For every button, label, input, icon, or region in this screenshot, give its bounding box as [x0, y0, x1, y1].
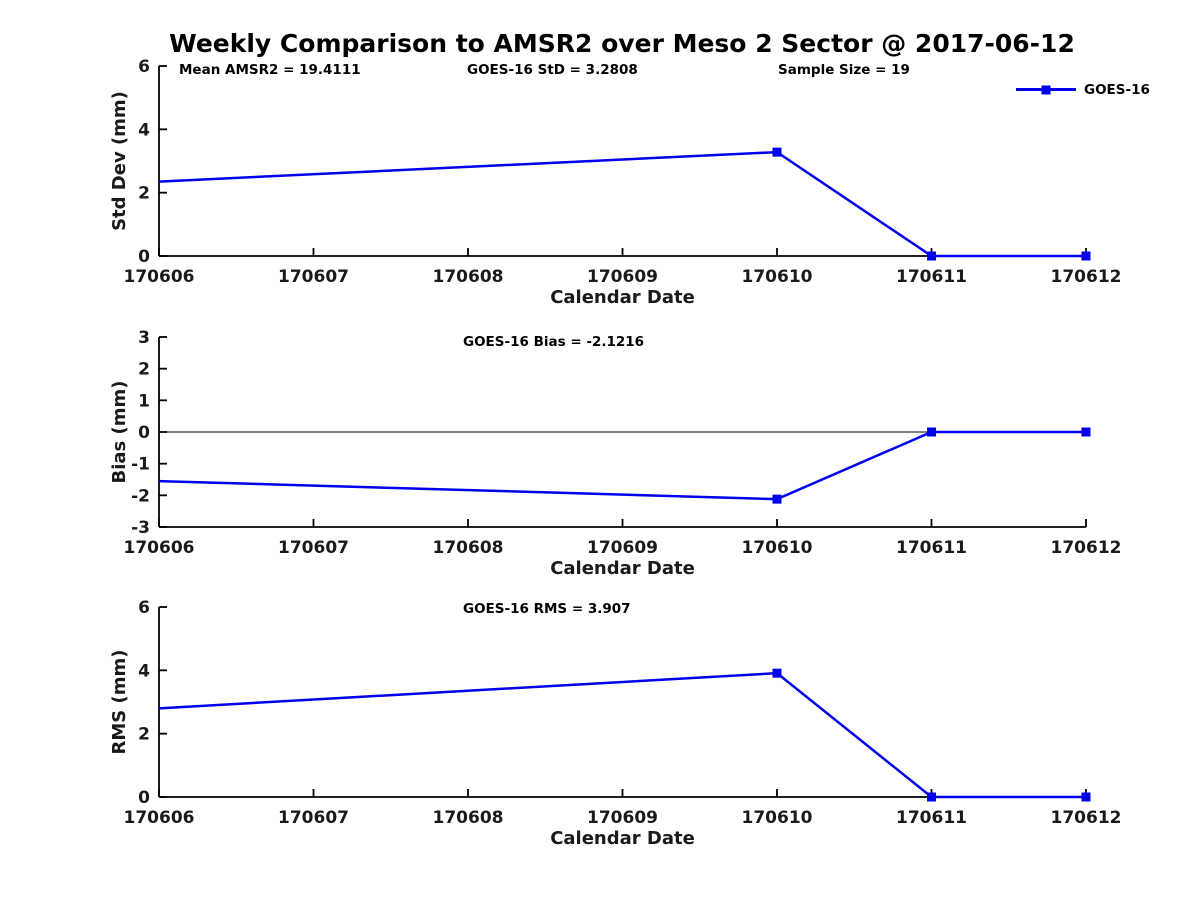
x-tick-label: 170612	[1051, 267, 1122, 287]
x-tick-label: 170612	[1051, 538, 1122, 558]
subplot-bias: 170606 170607 170608 170609 170610 170611 1706…	[109, 328, 1121, 579]
stat-annotation: GOES-16 Bias = -2.1216	[463, 334, 644, 350]
series-marker	[772, 668, 782, 678]
x-tick-label: 170611	[896, 538, 967, 558]
y-tick-label: 3	[138, 328, 150, 348]
stat-annotation: Sample Size = 19	[778, 62, 910, 78]
series-line	[158, 430, 1086, 501]
x-tick-label: 170608	[433, 538, 504, 558]
y-axis-title: RMS (mm)	[109, 650, 130, 755]
y-tick-label: -2	[131, 486, 150, 506]
x-tick-label: 170606	[124, 538, 195, 558]
series-marker	[927, 427, 936, 437]
y-axis-title: Std Dev (mm)	[109, 91, 130, 231]
series-marker	[927, 251, 936, 261]
y-tick-label: -3	[131, 518, 150, 538]
stat-annotation: GOES-16 StD = 3.2808	[467, 62, 638, 78]
x-tick-label: 170606	[124, 808, 195, 828]
legend-series-label: GOES-16	[1084, 81, 1150, 98]
y-tick-label: 6	[138, 57, 150, 77]
y-tick-label: -1	[131, 455, 150, 475]
x-tick-label: 170611	[896, 808, 967, 828]
stat-annotation: GOES-16 RMS = 3.907	[463, 601, 631, 617]
y-tick-label: 2	[138, 184, 150, 204]
x-tick-label: 170609	[587, 267, 658, 287]
y-tick-label: 2	[138, 360, 150, 380]
legend-marker-icon	[1041, 85, 1051, 94]
x-tick-label: 170610	[742, 538, 813, 558]
x-tick-label: 170610	[742, 267, 813, 287]
figure-title: Weekly Comparison to AMSR2 over Meso 2 S…	[169, 29, 1075, 58]
x-tick-label: 170611	[896, 267, 967, 287]
y-tick-label: 0	[138, 247, 150, 267]
x-axis-title: Calendar Date	[550, 828, 695, 849]
y-tick-label: 4	[138, 661, 150, 681]
x-tick-label: 170609	[587, 808, 658, 828]
series-line	[158, 150, 1086, 258]
series-marker	[1081, 792, 1091, 802]
series-marker	[1081, 251, 1091, 261]
x-axis-title: Calendar Date	[550, 558, 695, 579]
series-line	[158, 671, 1086, 799]
series-marker	[1081, 427, 1091, 437]
series-marker	[927, 792, 936, 802]
x-tick-label: 170609	[587, 538, 658, 558]
x-tick-label: 170608	[433, 808, 504, 828]
series-marker	[772, 494, 782, 504]
x-tick-label: 170610	[742, 808, 813, 828]
x-tick-label: 170607	[278, 538, 349, 558]
y-tick-label: 0	[138, 423, 150, 443]
legend-line-sample	[1016, 85, 1076, 94]
series-marker	[772, 147, 782, 157]
x-tick-label: 170607	[278, 267, 349, 287]
y-tick-label: 6	[138, 598, 150, 618]
x-tick-label: 170612	[1051, 808, 1122, 828]
x-tick-label: 170606	[124, 267, 195, 287]
x-tick-label: 170607	[278, 808, 349, 828]
subplot-std-dev: 170606 170607 170608 170609 170610 170611 1706…	[109, 57, 1121, 308]
x-tick-label: 170608	[433, 267, 504, 287]
subplot-rms: 170606 170607 170608 170609 170610 170611 1706…	[109, 598, 1121, 849]
y-axis-title: Bias (mm)	[109, 381, 130, 484]
x-axis-title: Calendar Date	[550, 287, 695, 308]
legend: GOES-16	[1016, 81, 1150, 98]
stat-annotation: Mean AMSR2 = 19.4111	[179, 62, 361, 78]
y-tick-label: 4	[138, 120, 150, 140]
y-tick-label: 2	[138, 725, 150, 745]
y-tick-label: 0	[138, 788, 150, 808]
y-tick-label: 1	[138, 391, 150, 411]
